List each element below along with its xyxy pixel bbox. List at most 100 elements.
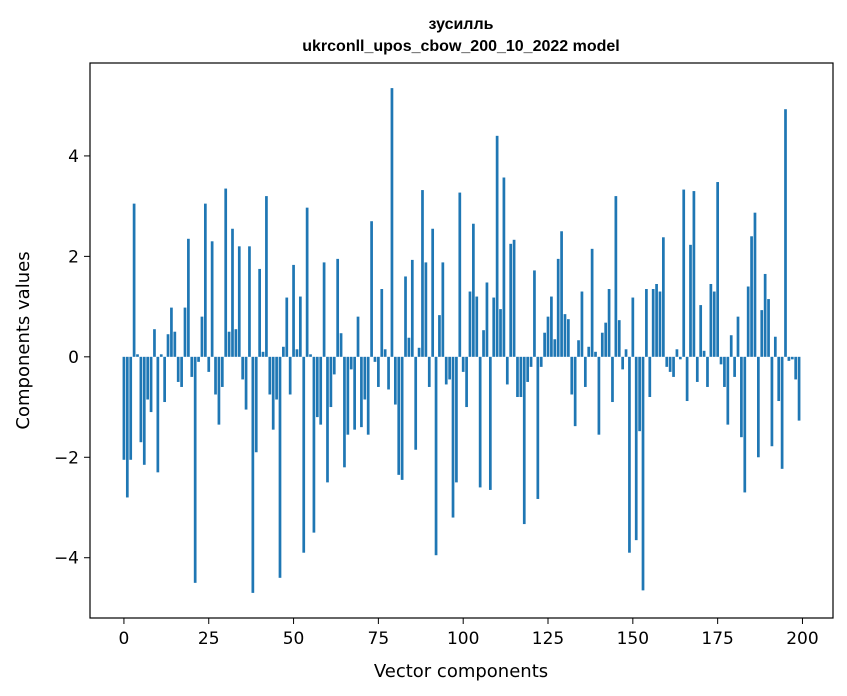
bar-120: [529, 356, 533, 367]
x-tick-label-150: 150: [617, 629, 649, 649]
bar-40: [258, 268, 261, 357]
bar-66: [346, 356, 350, 435]
bar-28: [217, 356, 221, 425]
bar-5: [139, 356, 143, 443]
bar-158: [658, 291, 662, 357]
bar-175: [716, 182, 720, 357]
bar-86: [414, 356, 418, 450]
bar-111: [499, 309, 502, 357]
bar-124: [543, 332, 546, 357]
x-tick-label-0: 0: [119, 629, 130, 649]
bar-114: [509, 243, 513, 357]
bar-109: [492, 297, 496, 357]
bar-194: [780, 356, 784, 469]
bar-177: [723, 356, 726, 387]
bar-155: [648, 356, 652, 398]
bar-54: [305, 207, 309, 357]
bar-41: [261, 351, 265, 357]
bar-133: [573, 356, 577, 427]
bar-4: [136, 354, 139, 357]
bar-160: [665, 356, 669, 367]
bar-91: [431, 228, 435, 357]
bar-178: [726, 356, 730, 425]
bar-107: [485, 282, 489, 357]
bar-90: [427, 356, 431, 387]
bar-51: [295, 349, 299, 357]
bar-1: [125, 356, 129, 498]
bar-37: [248, 246, 251, 357]
bar-153: [641, 356, 645, 591]
bar-195: [784, 109, 787, 357]
bar-161: [668, 356, 672, 372]
bar-67: [349, 356, 353, 370]
chart-title-line-1: зусилль: [429, 16, 494, 33]
bar-57: [315, 356, 319, 418]
bar-79: [390, 88, 394, 357]
bar-199: [797, 356, 801, 421]
bar-45: [275, 356, 278, 400]
bar-73: [370, 221, 373, 357]
bar-116: [516, 356, 519, 398]
bar-99: [458, 192, 462, 357]
bar-184: [746, 286, 750, 357]
bar-142: [604, 322, 608, 357]
bar-35: [241, 356, 245, 380]
bar-187: [757, 356, 760, 458]
bar-75: [377, 356, 380, 387]
bar-172: [706, 356, 709, 387]
bar-119: [526, 356, 530, 382]
bar-110: [495, 135, 499, 357]
bar-30: [224, 188, 228, 357]
bar-174: [712, 291, 716, 357]
x-axis-label: Vector components: [374, 661, 548, 682]
bar-10: [156, 356, 160, 473]
bar-169: [695, 356, 699, 382]
bar-0: [122, 356, 126, 460]
bar-80: [393, 356, 397, 405]
bar-143: [607, 289, 611, 357]
bar-164: [678, 356, 682, 360]
bar-137: [587, 346, 591, 357]
bar-121: [533, 270, 536, 357]
bar-106: [482, 330, 485, 357]
bar-191: [770, 356, 774, 447]
bar-20: [190, 356, 194, 377]
bar-74: [373, 356, 377, 362]
bar-13: [166, 334, 170, 357]
bar-126: [550, 296, 553, 357]
bar-104: [475, 296, 479, 357]
bar-122: [536, 356, 540, 499]
bar-9: [153, 329, 156, 357]
y-tick-label-0: 0: [68, 348, 79, 368]
bar-197: [790, 356, 794, 360]
bar-159: [662, 237, 665, 357]
bar-14: [170, 307, 173, 357]
bar-69: [356, 316, 360, 357]
bar-162: [672, 356, 675, 377]
bar-26: [210, 241, 214, 357]
x-tick-label-125: 125: [532, 629, 564, 649]
bar-92: [434, 356, 438, 556]
bar-157: [655, 283, 658, 357]
bar-113: [505, 356, 509, 385]
bar-87: [417, 347, 421, 357]
bar-156: [651, 289, 655, 357]
bar-171: [702, 350, 706, 357]
bar-27: [214, 356, 217, 395]
y-tick-label--2: −2: [54, 448, 79, 468]
bars-group: [122, 88, 801, 593]
bar-144: [611, 356, 614, 403]
bar-100: [461, 356, 465, 372]
bar-22: [197, 356, 200, 362]
bar-23: [200, 316, 204, 357]
bar-21: [193, 356, 197, 583]
bar-47: [282, 346, 285, 357]
bar-192: [773, 336, 777, 357]
bar-2: [129, 356, 133, 460]
bar-168: [692, 191, 696, 357]
bar-149: [628, 356, 631, 553]
bar-188: [760, 310, 764, 357]
x-axis: 0 25 50 75 100 125 150 175 200: [119, 618, 819, 649]
bar-39: [254, 356, 258, 453]
